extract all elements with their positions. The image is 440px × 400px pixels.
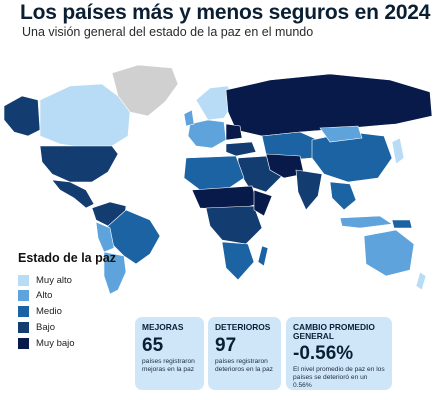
- region-horn-of-africa: [253, 189, 273, 217]
- stat-description: El nivel promedio de paz en los países s…: [293, 366, 385, 390]
- region-iran-afghanistan: [265, 153, 305, 179]
- stat-value: -0.56%: [293, 343, 354, 364]
- stat-card-cambio-promedio: CAMBIO PROMEDIO GENERAL -0.56% El nivel …: [286, 317, 392, 390]
- region-central-africa: [205, 205, 263, 245]
- legend-swatch: [18, 306, 29, 318]
- stat-value: 65: [142, 335, 164, 356]
- region-alaska: [3, 95, 41, 137]
- stat-heading: DETERIOROS: [215, 322, 271, 332]
- region-western-europe: [187, 119, 227, 149]
- world-peace-map: [3, 64, 433, 295]
- region-papua: [391, 219, 413, 229]
- region-japan: [391, 137, 405, 165]
- stat-description: países registraron mejoras en la paz: [142, 358, 195, 374]
- region-southern-africa: [221, 241, 255, 281]
- region-argentina-chile: [103, 251, 127, 295]
- legend-label: Muy bajo: [36, 337, 75, 349]
- region-mongolia: [319, 125, 363, 143]
- legend-label: Muy alto: [36, 274, 72, 286]
- region-russia: [225, 73, 433, 137]
- region-turkey: [225, 141, 257, 157]
- stat-card-mejoras: MEJORAS 65 países registraron mejoras en…: [135, 317, 204, 390]
- stat-heading: MEJORAS: [142, 322, 184, 332]
- region-usa: [39, 145, 119, 183]
- region-canada: [39, 83, 131, 149]
- stat-description: países registraron deterioros en la paz: [215, 358, 273, 374]
- legend-label: Bajo: [36, 321, 56, 333]
- legend-item-muy-alto: Muy alto: [18, 273, 138, 287]
- legend-swatch: [18, 337, 29, 349]
- region-new-zealand: [415, 271, 427, 291]
- region-indonesia: [339, 215, 393, 229]
- legend-swatch: [18, 290, 29, 302]
- legend-title: Estado de la paz: [18, 251, 116, 265]
- region-madagascar: [257, 245, 269, 267]
- legend-label: Medio: [36, 306, 62, 318]
- page-subtitle: Una visión general del estado de la paz …: [22, 25, 314, 39]
- region-uk: [183, 109, 195, 127]
- region-southeast-asia: [329, 181, 357, 211]
- legend-item-medio: Medio: [18, 305, 138, 319]
- legend-swatch: [18, 274, 29, 286]
- legend-swatch: [18, 321, 29, 333]
- region-india: [295, 169, 323, 211]
- legend: Estado de la paz Muy alto Alto Medio Baj…: [18, 251, 138, 352]
- region-mexico: [51, 179, 95, 209]
- region-ukraine: [225, 123, 243, 141]
- legend-item-alto: Alto: [18, 289, 138, 303]
- stat-value: 97: [215, 335, 237, 356]
- stat-card-deterioros: DETERIOROS 97 países registraron deterio…: [208, 317, 281, 390]
- stat-heading: CAMBIO PROMEDIO GENERAL: [293, 322, 375, 341]
- page-title: Los países más y menos seguros en 2024: [20, 1, 431, 24]
- region-peru-bolivia: [95, 221, 115, 253]
- legend-item-muy-bajo: Muy bajo: [18, 336, 138, 350]
- region-australia: [363, 229, 415, 277]
- legend-item-bajo: Bajo: [18, 320, 138, 334]
- legend-label: Alto: [36, 290, 53, 302]
- region-china: [311, 131, 393, 183]
- region-north-africa: [183, 155, 245, 191]
- region-brazil: [107, 209, 161, 265]
